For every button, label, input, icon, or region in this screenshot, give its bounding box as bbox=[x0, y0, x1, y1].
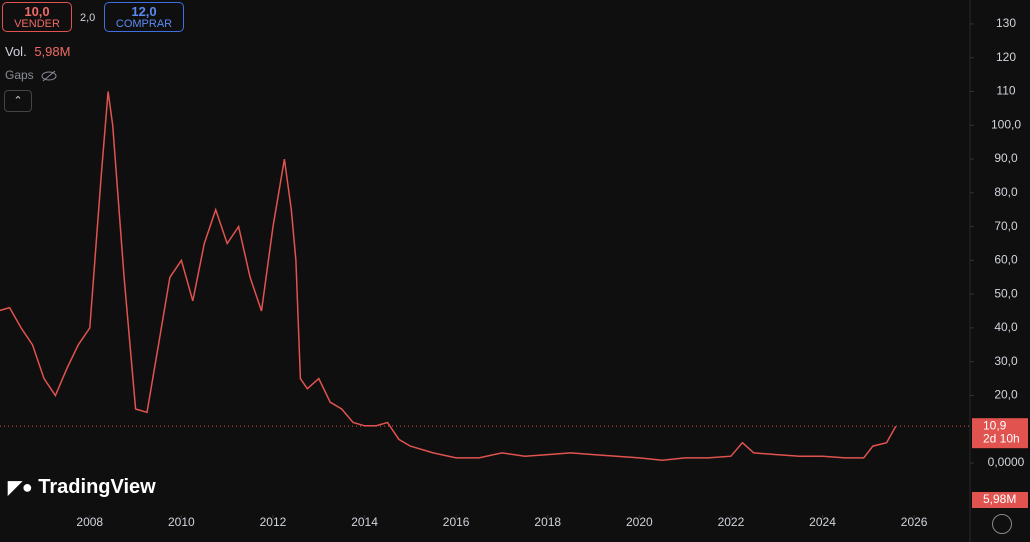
brand-name: TradingView bbox=[38, 476, 156, 498]
y-tick-label: 50,0 bbox=[994, 286, 1018, 300]
x-tick-label: 2014 bbox=[351, 515, 378, 529]
y-tick-label: 20,0 bbox=[994, 388, 1018, 402]
sell-price: 10,0 bbox=[24, 4, 50, 19]
x-tick-label: 2008 bbox=[76, 515, 103, 529]
x-tick-label: 2012 bbox=[260, 515, 287, 529]
y-tick-label: 60,0 bbox=[994, 253, 1018, 267]
buy-button[interactable]: 12,0 COMPRAR bbox=[104, 2, 184, 32]
x-tick-label: 2026 bbox=[901, 515, 928, 529]
y-tick-label: 70,0 bbox=[994, 219, 1018, 233]
x-tick-label: 2010 bbox=[168, 515, 195, 529]
spread: 2,0 bbox=[80, 12, 96, 24]
x-tick-label: 2024 bbox=[809, 515, 836, 529]
settings-button[interactable] bbox=[992, 514, 1012, 534]
x-tick-label: 2016 bbox=[443, 515, 470, 529]
vol-legend: Vol. 5,98M bbox=[5, 44, 70, 59]
last-price-badge bbox=[972, 418, 1028, 449]
y-tick-label: 90,0 bbox=[994, 151, 1018, 165]
vol-label: Vol. bbox=[5, 44, 27, 59]
sell-button[interactable]: 10,0 VENDER bbox=[2, 2, 72, 32]
x-tick-label: 2020 bbox=[626, 515, 653, 529]
y-tick-label: 130 bbox=[996, 16, 1016, 30]
y-tick-label: 40,0 bbox=[994, 320, 1018, 334]
y-tick-label: 110 bbox=[996, 84, 1015, 98]
vol-value: 5,98M bbox=[34, 44, 71, 59]
price-line bbox=[0, 91, 897, 462]
y-tick-label: 80,0 bbox=[994, 185, 1018, 199]
sell-label: VENDER bbox=[14, 18, 60, 30]
collapse-button[interactable]: ⌃ bbox=[4, 90, 32, 112]
brand: ◤● TradingView bbox=[8, 476, 156, 499]
gaps[interactable]: Gaps bbox=[5, 68, 57, 82]
last-price-label: 10,9 bbox=[983, 418, 1007, 432]
x-tick-label: 2018 bbox=[534, 515, 561, 529]
y-tick-label: 30,0 bbox=[994, 354, 1018, 368]
buy-price: 12,0 bbox=[131, 4, 157, 19]
gaps-label: Gaps bbox=[5, 68, 34, 82]
brand-logo: ◤● bbox=[8, 477, 33, 497]
x-tick-label: 2022 bbox=[718, 515, 745, 529]
y-tick-label: 100,0 bbox=[991, 117, 1021, 131]
vol-badge-label: 5,98M bbox=[983, 492, 1016, 506]
countdown: 2d 10h bbox=[983, 431, 1020, 445]
eye-off-icon bbox=[41, 70, 57, 82]
y-tick-label: 120 bbox=[996, 50, 1016, 64]
vol-badge bbox=[972, 492, 1028, 508]
buy-label: COMPRAR bbox=[115, 18, 173, 30]
y-tick-label: 0,0000 bbox=[988, 455, 1025, 469]
